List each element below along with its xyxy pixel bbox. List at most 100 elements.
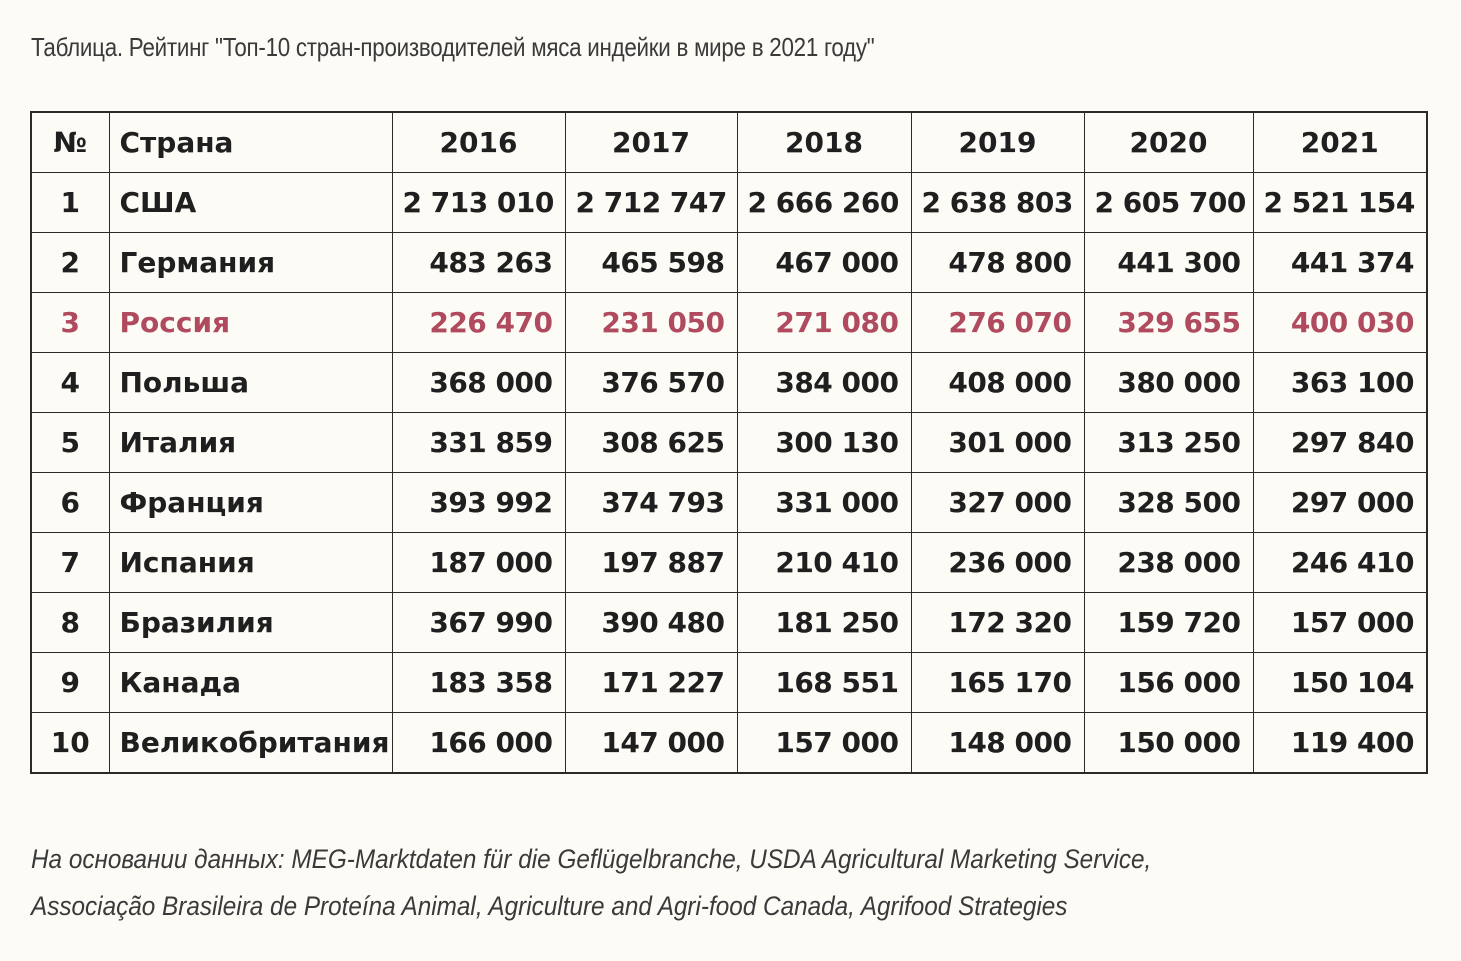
cell-value-2016: 183 358 — [391, 652, 566, 713]
cell-rank: 7 — [30, 532, 110, 593]
cell-value-2018: 300 130 — [736, 412, 912, 473]
table-title: Таблица. Рейтинг "Топ-10 стран-производи… — [31, 32, 875, 62]
cell-value-2019: 236 000 — [910, 532, 1085, 593]
cell-value-2016: 367 990 — [391, 592, 566, 653]
cell-value-2019: 2 638 803 — [910, 172, 1085, 233]
cell-value-2021: 2 521 154 — [1252, 172, 1428, 233]
header-year-2018: 2018 — [736, 111, 912, 173]
cell-value-2017: 147 000 — [564, 712, 738, 774]
header-row: № Страна 2016 2017 2018 2019 2020 2021 — [30, 111, 1428, 173]
header-year-2019: 2019 — [910, 111, 1085, 173]
cell-value-2021: 297 840 — [1252, 412, 1428, 473]
header-year-2020: 2020 — [1083, 111, 1254, 173]
cell-value-2019: 408 000 — [910, 352, 1085, 413]
cell-value-2020: 2 605 700 — [1083, 172, 1254, 233]
table-row: 1 США 2 713 010 2 712 747 2 666 260 2 638 803… — [30, 172, 1428, 233]
cell-value-2018: 331 000 — [736, 472, 912, 533]
cell-value-2018: 271 080 — [736, 292, 912, 353]
cell-value-2018: 181 250 — [736, 592, 912, 653]
cell-country: Польша — [108, 352, 393, 413]
cell-value-2018: 210 410 — [736, 532, 912, 593]
table-row: 10 Великобритания 166 000 147 000 157 000 148… — [30, 712, 1428, 774]
cell-value-2017: 390 480 — [564, 592, 738, 653]
cell-rank: 2 — [30, 232, 110, 293]
cell-value-2016: 2 713 010 — [391, 172, 566, 233]
cell-rank: 8 — [30, 592, 110, 653]
table-row: 5 Италия 331 859 308 625 300 130 301 000 313 2… — [30, 412, 1428, 473]
source-note: На основании данных: MEG-Marktdaten für … — [31, 836, 1151, 930]
cell-rank: 10 — [30, 712, 110, 774]
cell-value-2018: 168 551 — [736, 652, 912, 713]
cell-country: Канада — [108, 652, 393, 713]
cell-rank: 6 — [30, 472, 110, 533]
cell-value-2018: 384 000 — [736, 352, 912, 413]
cell-value-2016: 368 000 — [391, 352, 566, 413]
cell-value-2019: 327 000 — [910, 472, 1085, 533]
cell-country: Бразилия — [108, 592, 393, 653]
cell-value-2019: 148 000 — [910, 712, 1085, 774]
table-row: 7 Испания 187 000 197 887 210 410 236 000 238 … — [30, 532, 1428, 593]
table-row: 3 Россия 226 470 231 050 271 080 276 070 329 6… — [30, 292, 1428, 353]
cell-value-2018: 467 000 — [736, 232, 912, 293]
cell-rank: 9 — [30, 652, 110, 713]
cell-value-2020: 380 000 — [1083, 352, 1254, 413]
cell-value-2021: 246 410 — [1252, 532, 1428, 593]
cell-value-2016: 166 000 — [391, 712, 566, 774]
cell-country: Германия — [108, 232, 393, 293]
table-row: 8 Бразилия 367 990 390 480 181 250 172 320 159… — [30, 592, 1428, 653]
cell-value-2017: 374 793 — [564, 472, 738, 533]
cell-country: Испания — [108, 532, 393, 593]
production-table: № Страна 2016 2017 2018 2019 2020 2021 1… — [30, 111, 1428, 774]
cell-value-2019: 301 000 — [910, 412, 1085, 473]
cell-value-2020: 441 300 — [1083, 232, 1254, 293]
cell-value-2020: 238 000 — [1083, 532, 1254, 593]
cell-rank: 5 — [30, 412, 110, 473]
cell-value-2021: 400 030 — [1252, 292, 1428, 353]
cell-value-2020: 150 000 — [1083, 712, 1254, 774]
cell-value-2017: 376 570 — [564, 352, 738, 413]
table-row: 9 Канада 183 358 171 227 168 551 165 170 156 0… — [30, 652, 1428, 713]
cell-value-2016: 187 000 — [391, 532, 566, 593]
cell-value-2017: 171 227 — [564, 652, 738, 713]
cell-value-2021: 441 374 — [1252, 232, 1428, 293]
cell-value-2017: 2 712 747 — [564, 172, 738, 233]
source-line-2: Associação Brasileira de Proteína Animal… — [31, 891, 1068, 921]
table-row: 4 Польша 368 000 376 570 384 000 408 000 380 0… — [30, 352, 1428, 413]
cell-value-2016: 393 992 — [391, 472, 566, 533]
cell-country: Франция — [108, 472, 393, 533]
cell-value-2021: 150 104 — [1252, 652, 1428, 713]
cell-value-2021: 119 400 — [1252, 712, 1428, 774]
cell-value-2017: 197 887 — [564, 532, 738, 593]
cell-value-2019: 478 800 — [910, 232, 1085, 293]
cell-value-2017: 465 598 — [564, 232, 738, 293]
cell-value-2020: 156 000 — [1083, 652, 1254, 713]
header-country: Страна — [108, 111, 393, 173]
cell-value-2021: 297 000 — [1252, 472, 1428, 533]
cell-value-2021: 157 000 — [1252, 592, 1428, 653]
cell-rank: 1 — [30, 172, 110, 233]
cell-country: Россия — [108, 292, 393, 353]
table-body: 1 США 2 713 010 2 712 747 2 666 260 2 638 803… — [30, 172, 1428, 774]
cell-value-2020: 159 720 — [1083, 592, 1254, 653]
cell-value-2020: 329 655 — [1083, 292, 1254, 353]
cell-country: Великобритания — [108, 712, 393, 774]
source-line-1: На основании данных: MEG-Marktdaten für … — [31, 844, 1152, 874]
cell-value-2020: 313 250 — [1083, 412, 1254, 473]
cell-value-2020: 328 500 — [1083, 472, 1254, 533]
cell-rank: 4 — [30, 352, 110, 413]
cell-value-2019: 165 170 — [910, 652, 1085, 713]
header-year-2017: 2017 — [564, 111, 738, 173]
header-rank: № — [30, 111, 110, 173]
cell-value-2016: 331 859 — [391, 412, 566, 473]
cell-value-2017: 231 050 — [564, 292, 738, 353]
cell-country: Италия — [108, 412, 393, 473]
cell-value-2021: 363 100 — [1252, 352, 1428, 413]
cell-rank: 3 — [30, 292, 110, 353]
header-year-2016: 2016 — [391, 111, 566, 173]
cell-value-2018: 2 666 260 — [736, 172, 912, 233]
table-row: 6 Франция 393 992 374 793 331 000 327 000 328 … — [30, 472, 1428, 533]
table-row: 2 Германия 483 263 465 598 467 000 478 800 441… — [30, 232, 1428, 293]
cell-country: США — [108, 172, 393, 233]
cell-value-2016: 226 470 — [391, 292, 566, 353]
header-year-2021: 2021 — [1252, 111, 1428, 173]
